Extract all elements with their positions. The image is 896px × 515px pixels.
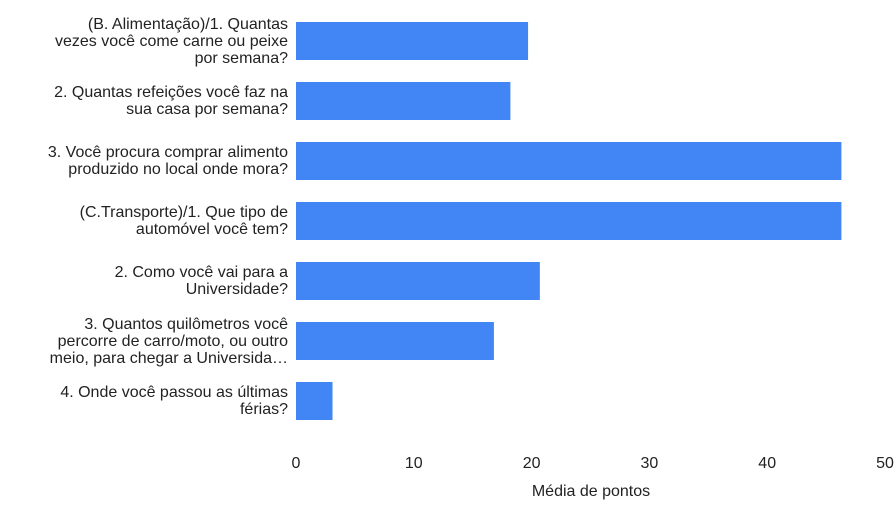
category-label: (C.Transporte)/1. Que tipo de automóvel v… <box>8 204 288 238</box>
category-label: 3. Você procura comprar alimento produzid… <box>8 144 288 178</box>
bar-4 <box>296 202 842 240</box>
bar-5 <box>296 262 540 300</box>
x-tick-label: 20 <box>523 455 541 472</box>
category-label-line: 3. Quantos quilômetros você <box>84 315 288 333</box>
x-tick-label: 0 <box>292 455 301 472</box>
x-tick-label: 50 <box>876 455 894 472</box>
category-label-line: automóvel você tem? <box>135 221 288 238</box>
category-label-line: produzido no local onde mora? <box>68 161 288 178</box>
x-axis-title: Média de pontos <box>531 483 651 500</box>
category-label: 2. Quantas refeições você faz na sua casa… <box>8 84 288 118</box>
category-label-line: por semana? <box>194 49 288 67</box>
category-label-line: sua casa por semana? <box>126 101 288 118</box>
bar-1 <box>296 22 529 60</box>
category-label-line: 2. Quantas refeições você faz na <box>54 84 288 101</box>
x-tick-label: 40 <box>758 455 776 472</box>
category-label-line: Universidade? <box>185 281 288 298</box>
category-label: 3. Quantos quilômetros você percorre de c… <box>8 316 288 367</box>
x-tick-label: 30 <box>641 455 659 472</box>
bar-7 <box>296 382 333 420</box>
bars-group <box>296 22 842 420</box>
category-label-line: vezes você come carne ou peixe <box>54 32 288 50</box>
category-label: (B. Alimentação)/1. Quantas vezes você co… <box>8 16 288 67</box>
category-label-line: 3. Você procura comprar alimento <box>47 144 288 161</box>
category-label-line: meio, para chegar a Universida… <box>49 349 288 367</box>
category-label: 2. Como você vai para a Universidade? <box>8 264 288 298</box>
category-label-line: (B. Alimentação)/1. Quantas <box>87 15 288 33</box>
x-tick-label: 10 <box>405 455 423 472</box>
category-label-line: (C.Transporte)/1. Que tipo de <box>79 204 288 221</box>
category-label-line: 4. Onde você passou as últimas <box>60 384 288 401</box>
category-label: 4. Onde você passou as últimas férias? <box>8 384 288 418</box>
bar-6 <box>296 322 494 360</box>
category-label-line: percorre de carro/moto, ou outro <box>57 332 288 350</box>
category-label-line: férias? <box>239 401 288 418</box>
x-axis-ticks: 0 10 20 30 40 50 <box>292 455 894 472</box>
bar-2 <box>296 82 511 120</box>
category-label-line: 2. Como você vai para a <box>114 264 288 281</box>
bar-3 <box>296 142 842 180</box>
